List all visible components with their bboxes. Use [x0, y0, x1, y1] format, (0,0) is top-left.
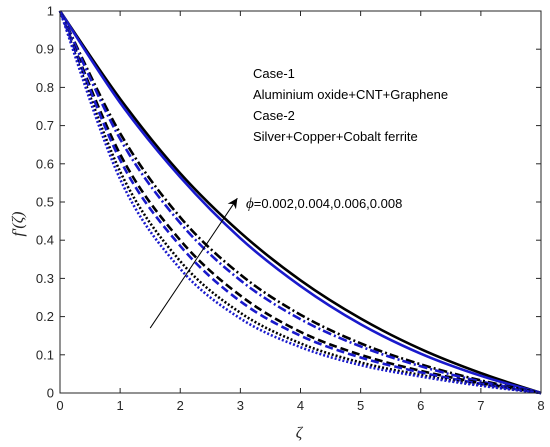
- legend-case-2: Case-2: [253, 108, 295, 123]
- y-tick-label: 1: [47, 4, 54, 19]
- x-tick-label: 7: [477, 398, 484, 413]
- x-tick-label: 8: [537, 398, 544, 413]
- series-line-case2-phi-0004: [58, 10, 542, 395]
- x-tick-label: 1: [117, 398, 124, 413]
- y-tick-label: 0.6: [36, 156, 54, 171]
- y-tick-label: 0.2: [36, 309, 54, 324]
- x-tick-label: 6: [417, 398, 424, 413]
- x-tick-label: 2: [177, 398, 184, 413]
- x-axis-label: ζ: [296, 425, 304, 442]
- y-tick-label: 0.7: [36, 118, 54, 133]
- legend-case-1: Case-1: [253, 66, 295, 81]
- series-line-case1-phi-0008: [58, 10, 542, 395]
- y-tick-label: 0.1: [36, 347, 54, 362]
- series-layer: [58, 10, 542, 395]
- legend-box: Case-1 Aluminium oxide+CNT+Graphene Case…: [253, 66, 448, 144]
- y-tick-label: 0.9: [36, 42, 54, 57]
- phi-symbol: ϕ: [246, 196, 254, 212]
- y-tick-label: 0: [47, 386, 54, 401]
- x-tick-label: 0: [56, 398, 63, 413]
- legend-case-1-materials: Aluminium oxide+CNT+Graphene: [253, 87, 448, 102]
- y-tick-label: 0.8: [36, 80, 54, 95]
- phi-annotation: ϕ=0.002,0.004,0.006,0.008: [149, 196, 402, 329]
- y-tick-label: 0.3: [36, 271, 54, 286]
- x-tick-label: 3: [237, 398, 244, 413]
- series-line-case2-phi-0006: [58, 10, 542, 395]
- series-line-case2-phi-0002: [58, 10, 542, 395]
- phi-values: =0.002,0.004,0.006,0.008: [254, 196, 403, 211]
- y-axis-label: f'(ζ): [10, 212, 27, 237]
- x-tick-label: 4: [297, 398, 304, 413]
- phi-label: ϕ=0.002,0.004,0.006,0.008: [246, 196, 402, 212]
- series-line-case1-phi-0006: [58, 10, 542, 395]
- legend-case-2-materials: Silver+Copper+Cobalt ferrite: [253, 129, 418, 144]
- plot-background: [60, 11, 541, 393]
- series-line-case2-phi-0008: [58, 10, 542, 395]
- x-tick-label: 5: [357, 398, 364, 413]
- axes-layer: 0 1 2 3 4 5 6 7 8 0 0.1 0.2 0.3 0.4 0.5 0.6 0.7 0.8 0.9 1: [36, 4, 545, 414]
- trend-arrow: [149, 197, 238, 329]
- y-tick-label: 0.5: [36, 195, 54, 210]
- y-tick-label: 0.4: [36, 233, 54, 248]
- plot-area: [60, 11, 541, 393]
